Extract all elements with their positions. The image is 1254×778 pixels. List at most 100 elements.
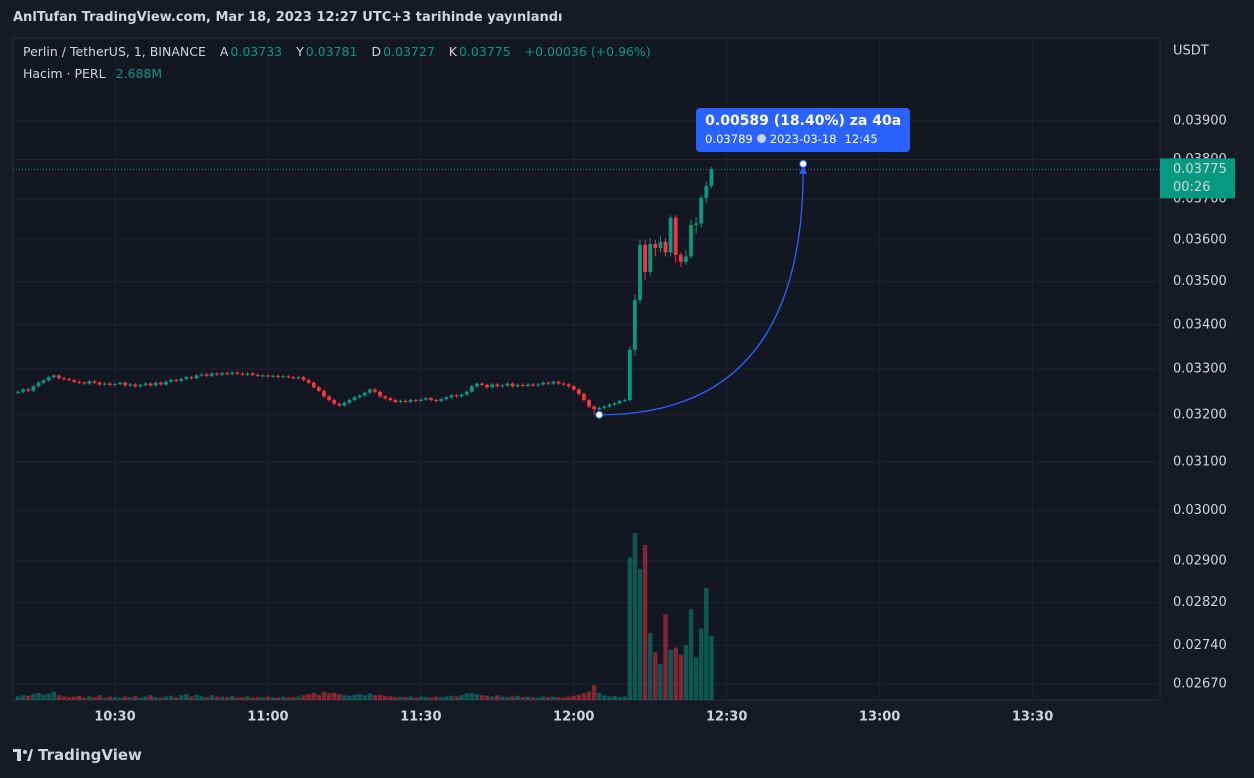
measure-note: 0.00589 (18.40%) za 40a 0.03789 2023-03-… <box>696 107 911 152</box>
candle-body <box>592 406 597 410</box>
candle-body <box>265 375 270 377</box>
candle-body <box>306 379 311 383</box>
candle-body <box>566 384 571 387</box>
candle-body <box>245 373 250 375</box>
measure-time: 12:45 <box>844 131 878 146</box>
measure-arrow <box>799 165 808 174</box>
volume-bar <box>46 693 51 700</box>
candle-body <box>174 379 179 381</box>
candle-body <box>158 382 163 385</box>
candle-body <box>255 374 260 376</box>
volume-bar <box>26 695 31 700</box>
measure-text: 0.00589 (18.40%) za 40a <box>705 112 902 129</box>
volume-bar <box>561 697 566 700</box>
ohlc-key: D <box>371 44 382 59</box>
volume-bar <box>658 664 663 700</box>
x-tick-label: 11:30 <box>400 710 441 725</box>
candle-body <box>413 400 418 402</box>
candle-body <box>169 379 173 382</box>
candle-body <box>281 376 286 378</box>
volume-bar <box>265 696 271 700</box>
volume-bar <box>454 696 459 700</box>
y-tick-label: 0.02670 <box>1173 676 1227 691</box>
volume-bar <box>597 692 602 700</box>
volume-bar <box>362 695 367 700</box>
candle-body <box>689 225 693 257</box>
candle-body <box>107 383 112 385</box>
volume-bar <box>525 696 531 700</box>
candle-body <box>500 385 505 387</box>
candle-body <box>128 384 133 386</box>
candle-body <box>342 402 347 406</box>
volume-bar <box>683 645 689 700</box>
volume-bar <box>199 695 204 700</box>
candle-body <box>92 381 97 383</box>
volume-bar <box>372 695 378 700</box>
volume-bar <box>128 697 133 700</box>
volume-bar <box>219 696 225 700</box>
x-tick-label: 10:30 <box>94 710 135 725</box>
candle-body <box>327 396 331 401</box>
volume-bar <box>179 695 184 700</box>
volume-bar <box>357 694 362 700</box>
ohlc-value: 0.03775 <box>458 44 511 59</box>
candle-body <box>301 377 306 380</box>
volume-bar <box>581 693 587 700</box>
volume-bar <box>551 696 556 700</box>
volume-bar <box>367 693 373 700</box>
last-price-box <box>1160 158 1235 199</box>
volume-bar <box>566 696 571 700</box>
candle-body <box>612 403 617 405</box>
candle-body <box>143 383 148 385</box>
candle-body <box>26 389 31 391</box>
measure-price: 0.03789 <box>705 131 753 146</box>
candle-body <box>408 400 413 402</box>
ohlc-key: Y <box>296 44 304 59</box>
candle-body <box>393 400 398 402</box>
volume-bar <box>632 533 638 700</box>
candle-body <box>439 399 444 401</box>
candle-body <box>388 398 393 401</box>
volume-bar <box>607 696 612 700</box>
candle-body <box>510 383 515 387</box>
candle-body <box>31 386 36 391</box>
y-tick-label: 0.02820 <box>1173 595 1227 610</box>
candle-body <box>673 217 678 255</box>
ohlc-key: A <box>219 44 229 59</box>
candle-body <box>56 375 61 379</box>
volume-bar <box>56 695 62 700</box>
candle-body <box>424 398 428 400</box>
volume-bar <box>148 695 153 700</box>
candle-body <box>449 395 454 398</box>
volume-bar <box>296 696 301 700</box>
volume-bar <box>439 697 444 700</box>
volume-bar <box>173 697 179 700</box>
candle-body <box>46 377 51 381</box>
candle-body <box>658 241 663 249</box>
volume-bar <box>602 695 607 700</box>
volume-bar <box>637 568 643 700</box>
candle-body <box>561 383 566 385</box>
volume-bar <box>117 697 123 700</box>
volume-bar <box>82 697 87 700</box>
last-price-label: 0.03775 <box>1173 162 1227 177</box>
volume-bar <box>240 697 245 700</box>
volume-bar <box>586 691 592 700</box>
y-tick-label: 0.03400 <box>1173 317 1227 332</box>
candle-body <box>164 381 168 385</box>
candle-body <box>16 391 20 393</box>
volume-bar <box>459 695 464 700</box>
volume-bar <box>653 652 658 700</box>
candle-body <box>403 400 408 402</box>
candle-body <box>204 374 209 376</box>
candle-body <box>704 185 709 198</box>
volume-bar <box>270 697 276 700</box>
candle-body <box>474 383 479 387</box>
volume-bar <box>214 696 220 700</box>
volume-bar <box>449 695 454 700</box>
x-tick-label: 13:30 <box>1012 710 1053 725</box>
volume-bar <box>102 697 107 700</box>
volume-bar <box>71 696 77 700</box>
volume-title: Hacim · PERL <box>23 66 106 81</box>
volume-bar <box>260 697 265 700</box>
